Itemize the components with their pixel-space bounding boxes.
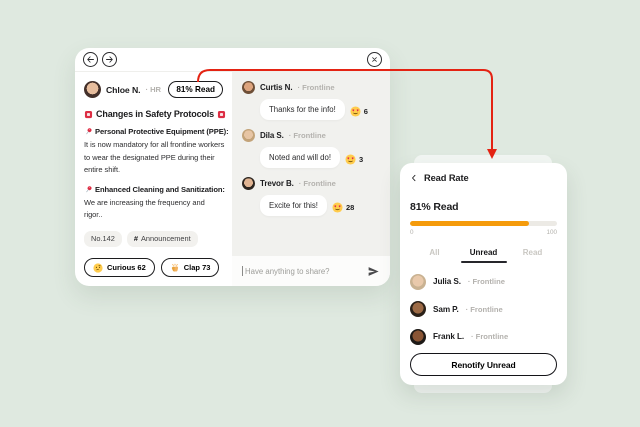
post-number-tag: No.142 xyxy=(84,230,122,247)
arrow-left-icon xyxy=(86,55,95,64)
scale-min: 0 xyxy=(410,229,414,236)
heart-eyes-reaction[interactable]: 6 xyxy=(350,106,368,120)
member-name: Frank L. xyxy=(433,332,465,342)
commenter-name: Curtis N. xyxy=(260,83,293,92)
reaction-label: Curious 62 xyxy=(107,263,146,272)
tab-row: All Unread Read xyxy=(410,246,557,263)
scale-max: 100 xyxy=(546,229,557,236)
section-heading-text: Enhanced Cleaning and Sanitization: xyxy=(95,184,225,194)
chevron-left-icon[interactable] xyxy=(410,174,418,182)
member-name: Julia S. xyxy=(433,277,461,287)
heart-eyes-reaction[interactable]: 3 xyxy=(345,154,363,168)
tab-all[interactable]: All xyxy=(429,248,440,257)
tab-unread[interactable]: Unread xyxy=(459,246,508,263)
commenter-role: · Frontline xyxy=(298,179,336,188)
close-button[interactable] xyxy=(367,52,382,67)
heart-eyes-emoji-icon xyxy=(345,154,356,165)
unread-member-list: Julia S. · Frontline Sam P. · Frontline … xyxy=(410,273,557,345)
forward-button[interactable] xyxy=(102,52,117,67)
send-icon[interactable] xyxy=(367,265,380,278)
section-heading: Enhanced Cleaning and Sanitization: xyxy=(84,184,225,194)
card-header xyxy=(75,48,390,72)
clap-reaction-button[interactable]: Clap 73 xyxy=(160,258,220,277)
comment-thread: Curtis N. · Frontline Thanks for the inf… xyxy=(232,72,390,286)
pushpin-emoji-icon xyxy=(84,185,93,194)
reaction-row: Curious 62 Clap 73 xyxy=(84,258,220,277)
member-role: · Frontline xyxy=(471,332,509,342)
alert-emoji-icon xyxy=(217,110,226,119)
message-group: Trevor B. · Frontline Excite for this! 2… xyxy=(242,177,380,216)
section-body: We are increasing the frequency and rigo… xyxy=(84,197,205,220)
message-bubble: Noted and will do! xyxy=(260,147,340,168)
message-bubble: Thanks for the info! xyxy=(260,99,345,120)
curious-reaction-button[interactable]: Curious 62 xyxy=(84,258,155,277)
member-role: · Frontline xyxy=(465,304,503,314)
post-pane: Chloe N. · HR 81% Read Changes in Safety… xyxy=(75,72,232,286)
message-group: Dila S. · Frontline Noted and will do! 3 xyxy=(242,129,380,168)
message-group: Curtis N. · Frontline Thanks for the inf… xyxy=(242,81,380,120)
panel-header: Read Rate xyxy=(410,173,557,183)
commenter-avatar xyxy=(242,129,255,142)
pushpin-emoji-icon xyxy=(84,127,93,136)
message-header: Trevor B. · Frontline xyxy=(242,177,380,190)
tag-row: No.142 # Announcement xyxy=(84,230,223,247)
post-title-text: Changes in Safety Protocols xyxy=(96,109,214,119)
author-name: Chloe N. xyxy=(106,84,141,95)
alert-emoji-icon xyxy=(84,110,93,119)
announcement-card: Chloe N. · HR 81% Read Changes in Safety… xyxy=(75,48,390,286)
read-rate-panel: Read Rate 81% Read 0 100 All Unread Read… xyxy=(400,163,567,385)
reaction-count: 3 xyxy=(358,155,364,164)
read-rate-button[interactable]: 81% Read xyxy=(168,81,223,98)
commenter-role: · Frontline xyxy=(288,131,326,140)
chat-input-bar xyxy=(232,256,390,286)
clap-emoji-icon xyxy=(170,263,180,273)
channel-tag-label: Announcement xyxy=(140,234,191,243)
author-avatar xyxy=(84,81,101,98)
section-heading: Personal Protective Equipment (PPE): xyxy=(84,127,229,136)
reaction-count: 28 xyxy=(345,203,355,212)
arrow-right-icon xyxy=(105,55,114,64)
member-avatar xyxy=(410,328,426,345)
message-header: Dila S. · Frontline xyxy=(242,129,380,142)
channel-tag[interactable]: # Announcement xyxy=(126,230,198,247)
curious-emoji-icon xyxy=(93,263,103,273)
read-progress-fill xyxy=(410,221,530,226)
message-header: Curtis N. · Frontline xyxy=(242,81,380,94)
section-heading-text: Personal Protective Equipment (PPE): xyxy=(95,127,229,136)
read-progress-bar xyxy=(410,221,557,226)
heart-eyes-emoji-icon xyxy=(332,202,343,213)
renotify-unread-button[interactable]: Renotify Unread xyxy=(410,353,557,376)
commenter-role: · Frontline xyxy=(297,83,335,92)
post-title: Changes in Safety Protocols xyxy=(84,109,223,119)
author-role: · HR xyxy=(145,85,162,94)
close-icon xyxy=(370,55,379,64)
member-role: · Frontline xyxy=(467,277,505,287)
commenter-avatar xyxy=(242,81,255,94)
member-avatar xyxy=(410,301,426,318)
member-row[interactable]: Frank L. · Frontline xyxy=(410,328,557,345)
reaction-count: 6 xyxy=(363,107,368,116)
commenter-name: Trevor B. xyxy=(260,179,294,188)
chat-input[interactable] xyxy=(245,266,365,276)
read-percent-label: 81% Read xyxy=(410,201,459,213)
hash-icon: # xyxy=(133,234,138,243)
member-name: Sam P. xyxy=(433,304,459,314)
text-caret xyxy=(242,266,243,276)
panel-title: Read Rate xyxy=(424,173,469,183)
progress-scale: 0 100 xyxy=(410,229,557,236)
commenter-avatar xyxy=(242,177,255,190)
member-row[interactable]: Julia S. · Frontline xyxy=(410,273,557,290)
reaction-label: Clap 73 xyxy=(183,263,211,272)
commenter-name: Dila S. xyxy=(260,131,284,140)
heart-eyes-emoji-icon xyxy=(350,106,361,117)
tab-read[interactable]: Read xyxy=(522,248,543,257)
author-row: Chloe N. · HR 81% Read xyxy=(84,81,223,98)
message-bubble: Excite for this! xyxy=(260,195,327,216)
back-button[interactable] xyxy=(83,52,98,67)
heart-eyes-reaction[interactable]: 28 xyxy=(332,202,354,216)
section-body: It is now mandatory for all frontline wo… xyxy=(84,140,225,174)
member-avatar xyxy=(410,273,426,290)
member-row[interactable]: Sam P. · Frontline xyxy=(410,301,557,318)
